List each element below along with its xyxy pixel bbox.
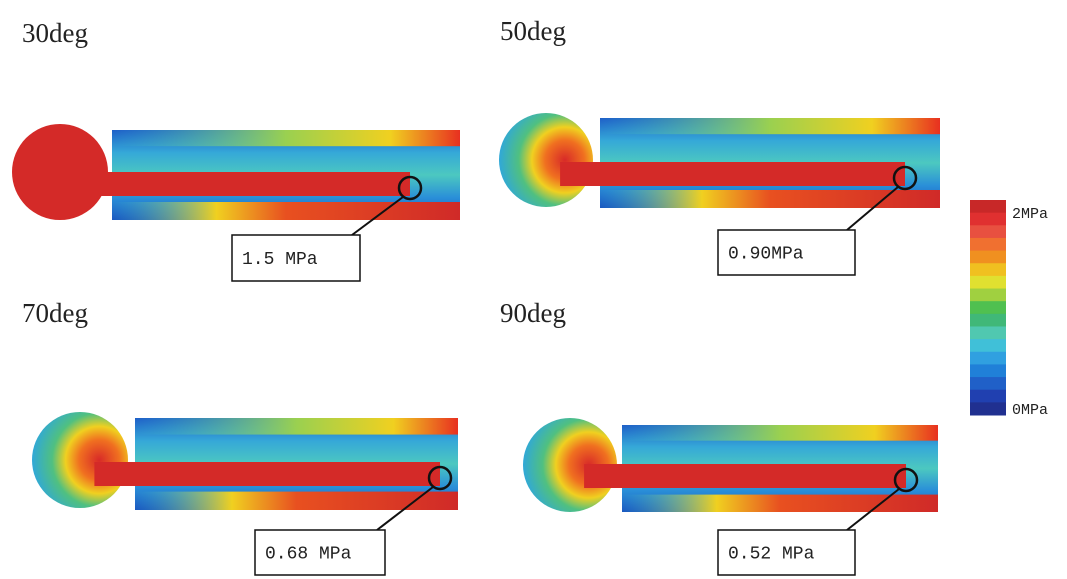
panel-label: 30deg [22,18,88,48]
annotation: 0.68 MPa [265,544,352,564]
colorbar-band [970,289,1006,302]
panel-label: 70deg [22,298,88,328]
rod [560,162,905,186]
colorbar-band [970,339,1006,352]
colorbar-band [970,352,1006,365]
housing-top [622,425,938,441]
colorbar-band [970,200,1006,213]
colorbar-band [970,251,1006,264]
colorbar-band [970,301,1006,314]
rod [74,172,410,196]
panel: 90deg 0.52 MPa [500,298,938,575]
panel: 30deg 1.5 MPa [12,18,460,281]
colorbar-band [970,314,1006,327]
colorbar-band [970,213,1006,226]
panels: 30deg 1.5 MPa 50deg 0.90MPa 70deg 0.68 MPa 90d… [12,16,940,575]
panel-label: 50deg [500,16,566,46]
panel-label: 90deg [500,298,566,328]
figure: 30deg 1.5 MPa 50deg 0.90MPa 70deg 0.68 MPa 90d… [0,0,1067,579]
colorbar-band [970,377,1006,390]
colorbar-min: 0MPa [1012,402,1048,419]
housing-bottom [622,495,938,512]
panel: 50deg 0.90MPa [499,16,940,275]
housing-bottom [600,190,940,208]
colorbar-band [970,402,1006,415]
colorbar-band [970,225,1006,238]
housing-bottom [135,492,458,510]
colorbar-band [970,326,1006,339]
annotation: 1.5 MPa [242,250,318,270]
rod [584,464,906,488]
colorbar-band [970,390,1006,403]
rod [94,462,440,486]
annotation: 0.52 MPa [728,544,815,564]
colorbar [970,200,1006,416]
annotation: 0.90MPa [728,244,804,264]
colorbar-band [970,263,1006,276]
housing-top [600,118,940,134]
colorbar-band [970,364,1006,377]
housing-top [135,418,458,435]
panel: 70deg 0.68 MPa [22,298,458,575]
ball [499,113,593,207]
ball [32,412,128,508]
colorbar-band [970,276,1006,289]
colorbar-max: 2MPa [1012,206,1048,223]
colorbar-band [970,238,1006,251]
housing-bottom [112,202,460,220]
housing-top [112,130,460,146]
